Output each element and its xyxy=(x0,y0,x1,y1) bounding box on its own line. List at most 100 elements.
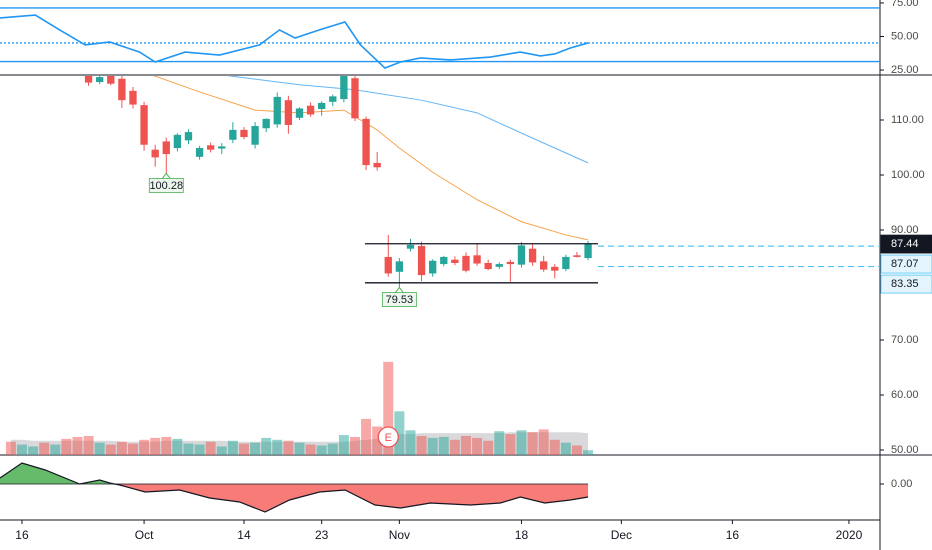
volume-bar xyxy=(16,444,27,455)
earnings-label: E xyxy=(385,432,392,444)
volume-bar xyxy=(361,418,372,455)
volume-bar xyxy=(538,429,549,455)
candle-body xyxy=(395,261,404,272)
volume-bar xyxy=(227,440,238,455)
price-label: 87.07 xyxy=(891,258,919,270)
volume-bar xyxy=(238,443,249,455)
volume-bar xyxy=(205,441,216,455)
rsi-line xyxy=(0,14,589,69)
osc-down-group xyxy=(0,484,589,512)
candle-body xyxy=(417,245,426,276)
volume-bar xyxy=(316,445,327,455)
volume-bar xyxy=(216,446,227,455)
y-tick-label: 50.00 xyxy=(891,444,919,456)
volume-bar xyxy=(116,441,127,455)
y-tick-label: 50.00 xyxy=(891,30,919,42)
volume-bar xyxy=(183,443,194,455)
low-label: 79.53 xyxy=(386,294,414,306)
candle-body xyxy=(406,244,415,249)
candle-body xyxy=(195,148,204,157)
earnings-marker xyxy=(377,426,399,448)
x-tick-label: Dec xyxy=(611,528,632,542)
x-tick-label: Oct xyxy=(135,528,154,542)
volume-bar xyxy=(172,438,183,455)
candle-body xyxy=(540,261,548,270)
candle-body xyxy=(351,78,359,119)
y-tick-label: 0.00 xyxy=(891,478,912,490)
volume-bar xyxy=(305,444,316,455)
volume-bar xyxy=(505,434,516,455)
low-marker xyxy=(394,286,404,293)
candle-body xyxy=(129,90,137,105)
x-tick-label: 23 xyxy=(315,528,329,542)
candle-body xyxy=(218,146,226,149)
y-tick-label: 110.00 xyxy=(891,114,924,126)
y-tick-label: 75.00 xyxy=(891,0,919,9)
volume-bar xyxy=(571,445,582,455)
candle-body xyxy=(262,118,270,129)
candle-body xyxy=(118,78,126,101)
volume-bar xyxy=(405,430,416,455)
low-label: 100.28 xyxy=(149,180,183,192)
candle-body xyxy=(107,76,115,84)
volume-bar xyxy=(72,436,83,455)
axes: 16 Oct 14 23 Nov 18 Dec 16 2020 75.00 50.00 25.00 11… xyxy=(15,0,932,542)
candle-body xyxy=(318,102,326,109)
moving-average xyxy=(153,76,589,241)
volume-bar xyxy=(61,438,72,455)
candle-body xyxy=(96,77,104,83)
volume-bar xyxy=(483,440,494,455)
x-tick-label: 2020 xyxy=(836,528,863,542)
volume-bar xyxy=(261,437,272,455)
candle-body xyxy=(240,129,248,138)
candle-body xyxy=(495,264,503,267)
volume-bar xyxy=(560,442,571,455)
price-label: 83.35 xyxy=(891,278,919,290)
volume-bar xyxy=(28,446,39,455)
candle-body xyxy=(562,256,570,270)
candle-body xyxy=(295,108,304,118)
candle-body xyxy=(140,105,148,145)
osc-line xyxy=(0,462,589,513)
x-tick-label: 16 xyxy=(726,528,740,542)
volume-bar xyxy=(449,439,460,455)
candle-body xyxy=(251,126,259,145)
candle-body xyxy=(373,162,381,168)
x-tick-label: Nov xyxy=(389,528,410,542)
candle-body xyxy=(173,134,182,149)
low-marker xyxy=(161,172,171,179)
volume-bar xyxy=(427,437,438,455)
candle-body xyxy=(584,244,592,259)
volume-bar xyxy=(39,442,50,455)
candle-body xyxy=(462,255,470,271)
candle-body xyxy=(151,149,159,158)
volume-bar xyxy=(549,439,560,455)
y-tick-label: 60.00 xyxy=(891,389,919,401)
candle-body xyxy=(384,256,392,274)
volume-bar xyxy=(372,426,383,455)
volume-bar xyxy=(161,436,172,455)
candle-body xyxy=(440,256,448,265)
osc-up-group xyxy=(0,463,589,484)
volume-bar xyxy=(460,436,471,455)
volume-bar xyxy=(349,436,360,455)
osc-area-positive xyxy=(0,463,589,484)
price-label-box xyxy=(880,274,932,294)
volume-bar xyxy=(438,436,449,455)
volume-bar xyxy=(127,443,138,455)
x-tick-label: 14 xyxy=(237,528,251,542)
candle-body xyxy=(473,255,481,264)
volume-bar xyxy=(583,450,594,455)
volume-bar xyxy=(5,441,16,455)
volume-bar xyxy=(194,444,205,455)
y-tick-label: 25.00 xyxy=(891,64,919,76)
volume-bar xyxy=(250,442,261,455)
volume-bar xyxy=(327,443,338,455)
candle-body xyxy=(273,96,281,125)
candle-body xyxy=(162,141,170,155)
price-panel: 100.28 79.53 E xyxy=(5,76,599,455)
volume-bar xyxy=(394,411,405,455)
volume-bar xyxy=(527,432,538,455)
volume-bar xyxy=(83,436,94,455)
moving-average xyxy=(226,76,589,164)
